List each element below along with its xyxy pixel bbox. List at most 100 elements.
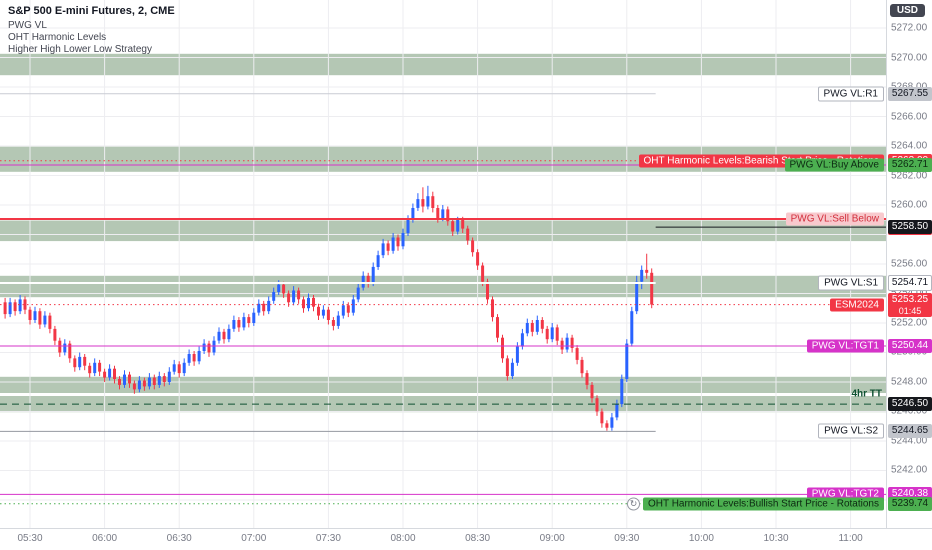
level-tag-pwg-tgt1[interactable]: PWG VL:TGT1	[806, 339, 884, 353]
candle-body	[18, 299, 22, 312]
level-tag-pwg-buy-above[interactable]: PWG VL:Buy Above	[784, 158, 884, 172]
price-tick-label: 5270.00	[891, 52, 928, 64]
candle-body	[38, 311, 42, 325]
zone-band	[0, 396, 886, 413]
candle-body	[406, 219, 410, 234]
price-label-pwg-r1: 5267.55	[888, 86, 932, 101]
level-tag-pwg-s2[interactable]: PWG VL:S2	[818, 423, 884, 439]
candle-body	[43, 315, 47, 325]
candle-body	[177, 364, 181, 374]
candle-body	[336, 315, 340, 326]
candle-body	[535, 320, 539, 332]
symbol-title[interactable]: S&P 500 E-mini Futures, 2, CME	[8, 5, 175, 17]
price-tick-label: 5272.00	[891, 22, 928, 34]
time-tick-label: 08:30	[465, 533, 491, 544]
price-axis[interactable]: 5272.005270.005268.005266.005264.005262.…	[886, 0, 932, 528]
indicator-name-pwg-vl[interactable]: PWG VL	[8, 20, 47, 31]
candle-body	[48, 315, 52, 329]
indicator-logo-icon[interactable]: ↻	[626, 497, 640, 511]
candle-body	[580, 359, 584, 374]
candle-body	[83, 356, 87, 366]
candle-body	[147, 377, 151, 387]
level-tag-row-4hr-tt: 4hr TT	[849, 387, 884, 400]
level-tag-4hr-tt[interactable]: 4hr TT	[851, 388, 882, 400]
level-tags-layer: PWG VL:R1 OHT Harmonic Levels:Bearish Sta…	[626, 86, 884, 511]
candle-body	[202, 343, 206, 351]
candle-body	[371, 266, 375, 284]
candle-body	[232, 320, 236, 329]
candle-body	[282, 284, 286, 294]
candle-body	[386, 243, 390, 251]
candle-body	[590, 384, 594, 399]
grid-lines	[0, 0, 886, 528]
candle-body	[456, 219, 460, 232]
time-tick-label: 11:00	[838, 533, 863, 544]
time-tick-label: 10:00	[688, 533, 714, 544]
level-tag-pwg-s1[interactable]: PWG VL:S1	[818, 275, 884, 291]
indicator-name-oht-harmonic-levels[interactable]: OHT Harmonic Levels	[8, 32, 107, 43]
level-tag-pwg-r1[interactable]: PWG VL:R1	[817, 86, 884, 102]
candle-body	[88, 365, 92, 374]
time-tick-label: 09:30	[614, 533, 640, 544]
candle-body	[431, 196, 435, 208]
price-label-current-price: 5253.25 01:45	[888, 292, 932, 317]
candle-body	[267, 300, 271, 312]
indicator-name-hhll-strategy[interactable]: Higher High Lower Low Strategy	[8, 44, 152, 55]
candle-body	[292, 290, 296, 303]
level-tag-row-pwg-s1: PWG VL:S1	[818, 275, 884, 291]
price-label-4hr-tt: 5246.50	[888, 397, 932, 412]
chart-legend: S&P 500 E-mini Futures, 2, CME PWG VL OH…	[8, 5, 175, 56]
candle-body	[63, 343, 67, 353]
level-tag-row-oht-bullish-start: ↻ OHT Harmonic Levels:Bullish Start Price…	[626, 497, 884, 511]
candle-body	[471, 240, 475, 253]
price-label-pwg-buy-above: 5262.71	[888, 158, 932, 173]
level-tag-row-pwg-sell-below: PWG VL:Sell Below	[785, 212, 884, 226]
bar-countdown: 01:45	[898, 305, 922, 316]
candle-body	[73, 358, 77, 368]
chart-plot-area[interactable]	[0, 0, 886, 528]
chart-canvas[interactable]	[0, 0, 886, 528]
time-tick-label: 10:30	[763, 533, 789, 544]
price-tick-label: 5256.00	[891, 258, 928, 270]
price-tick-label: 5246.00	[891, 405, 928, 417]
price-tick-label: 5266.00	[891, 111, 928, 122]
candle-body	[172, 364, 176, 372]
time-tick-label: 07:00	[241, 533, 267, 544]
candle-body	[8, 302, 12, 315]
candle-body	[396, 237, 400, 247]
candle-body	[610, 417, 614, 428]
candle-body	[426, 196, 430, 207]
level-tag-current-price[interactable]: ESM2024	[830, 298, 884, 312]
candle-body	[113, 368, 116, 379]
zone-band	[0, 220, 886, 242]
candle-body	[476, 252, 480, 266]
candle-body	[650, 272, 654, 305]
candle-body	[525, 323, 529, 334]
level-tag-oht-bullish-start[interactable]: OHT Harmonic Levels:Bullish Start Price …	[642, 497, 884, 511]
candle-body	[98, 362, 102, 372]
candle-body	[108, 368, 112, 378]
zone-band	[0, 376, 886, 393]
candle-body	[237, 320, 241, 328]
candle-body	[287, 293, 291, 303]
candle-body	[167, 371, 171, 382]
candle-body	[53, 328, 57, 341]
candle-body	[277, 284, 281, 292]
time-tick-label: 05:30	[17, 533, 43, 544]
candle-body	[515, 346, 519, 363]
candle-body	[262, 303, 266, 312]
candle-body	[461, 219, 465, 229]
candle-body	[565, 337, 569, 350]
level-tag-pwg-sell-below[interactable]: PWG VL:Sell Below	[785, 212, 884, 226]
candle-body	[595, 398, 599, 412]
price-tick-label: 5248.00	[891, 376, 928, 388]
candle-body	[451, 221, 455, 232]
candle-body	[58, 340, 62, 353]
time-axis[interactable]: 05:30 06:00 06:30 07:00 07:30 08:00 08:30 09:00…	[0, 528, 932, 550]
candle-body	[123, 374, 126, 385]
candle-body	[466, 228, 470, 241]
price-tick-label: 5242.00	[891, 464, 928, 476]
candle-body	[481, 265, 485, 282]
candle-body	[317, 306, 320, 316]
candle-body	[501, 337, 504, 359]
